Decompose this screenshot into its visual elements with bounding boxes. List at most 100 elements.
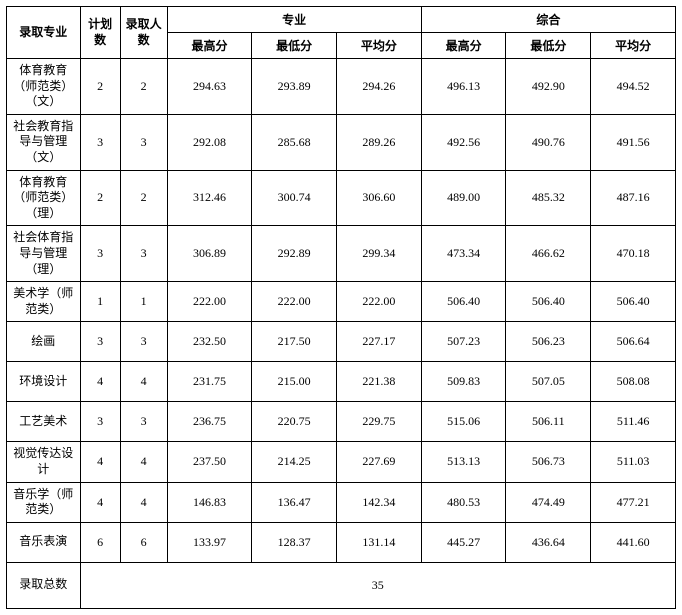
cell-c_low: 506.73 [506, 442, 591, 482]
footer-label: 录取总数 [7, 562, 81, 608]
table-row: 音乐表演66133.97128.37131.14445.27436.64441.… [7, 522, 676, 562]
header-professional: 专业 [167, 7, 421, 33]
table-head: 录取专业 计划数 录取人数 专业 综合 最高分 最低分 平均分 最高分 最低分 … [7, 7, 676, 59]
table-row: 美术学（师范类）11222.00222.00222.00506.40506.40… [7, 282, 676, 322]
cell-p_avg: 142.34 [337, 482, 422, 522]
table-row: 体育教育（师范类）（文）22294.63293.89294.26496.1349… [7, 59, 676, 115]
cell-p_avg: 229.75 [337, 402, 422, 442]
cell-c_low: 474.49 [506, 482, 591, 522]
cell-plan: 1 [80, 282, 120, 322]
cell-p_low: 214.25 [252, 442, 337, 482]
table-row: 视觉传达设计44237.50214.25227.69513.13506.7351… [7, 442, 676, 482]
cell-c_low: 506.23 [506, 322, 591, 362]
cell-p_high: 146.83 [167, 482, 252, 522]
table-row: 环境设计44231.75215.00221.38509.83507.05508.… [7, 362, 676, 402]
cell-plan: 4 [80, 442, 120, 482]
cell-p_low: 136.47 [252, 482, 337, 522]
cell-p_low: 128.37 [252, 522, 337, 562]
cell-c_avg: 506.40 [591, 282, 676, 322]
cell-major: 音乐表演 [7, 522, 81, 562]
table-row: 绘画33232.50217.50227.17507.23506.23506.64 [7, 322, 676, 362]
cell-p_avg: 306.60 [337, 170, 422, 226]
cell-admit: 6 [120, 522, 167, 562]
cell-plan: 4 [80, 482, 120, 522]
cell-plan: 3 [80, 226, 120, 282]
header-major: 录取专业 [7, 7, 81, 59]
cell-admit: 2 [120, 59, 167, 115]
header-c-low: 最低分 [506, 33, 591, 59]
cell-c_low: 507.05 [506, 362, 591, 402]
cell-plan: 3 [80, 402, 120, 442]
cell-admit: 3 [120, 226, 167, 282]
cell-c_high: 509.83 [421, 362, 506, 402]
cell-p_high: 237.50 [167, 442, 252, 482]
cell-p_high: 236.75 [167, 402, 252, 442]
cell-c_high: 506.40 [421, 282, 506, 322]
cell-c_low: 436.64 [506, 522, 591, 562]
cell-c_avg: 511.46 [591, 402, 676, 442]
cell-plan: 4 [80, 362, 120, 402]
cell-p_low: 220.75 [252, 402, 337, 442]
cell-p_avg: 299.34 [337, 226, 422, 282]
cell-c_avg: 487.16 [591, 170, 676, 226]
cell-p_high: 312.46 [167, 170, 252, 226]
header-plan: 计划数 [80, 7, 120, 59]
cell-c_low: 490.76 [506, 114, 591, 170]
cell-c_low: 485.32 [506, 170, 591, 226]
cell-p_avg: 131.14 [337, 522, 422, 562]
table-row: 音乐学（师范类）44146.83136.47142.34480.53474.49… [7, 482, 676, 522]
cell-c_high: 513.13 [421, 442, 506, 482]
cell-c_low: 466.62 [506, 226, 591, 282]
table-foot: 录取总数 35 [7, 562, 676, 608]
cell-c_avg: 511.03 [591, 442, 676, 482]
cell-p_high: 133.97 [167, 522, 252, 562]
cell-plan: 2 [80, 170, 120, 226]
cell-p_low: 300.74 [252, 170, 337, 226]
cell-p_avg: 222.00 [337, 282, 422, 322]
table-row: 社会体育指导与管理（理）33306.89292.89299.34473.3446… [7, 226, 676, 282]
cell-major: 体育教育（师范类）（理） [7, 170, 81, 226]
cell-plan: 6 [80, 522, 120, 562]
cell-c_high: 496.13 [421, 59, 506, 115]
cell-c_low: 492.90 [506, 59, 591, 115]
cell-admit: 4 [120, 482, 167, 522]
header-p-avg: 平均分 [337, 33, 422, 59]
cell-c_high: 473.34 [421, 226, 506, 282]
admission-table: 录取专业 计划数 录取人数 专业 综合 最高分 最低分 平均分 最高分 最低分 … [6, 6, 676, 609]
cell-c_avg: 494.52 [591, 59, 676, 115]
cell-p_low: 292.89 [252, 226, 337, 282]
cell-c_high: 507.23 [421, 322, 506, 362]
cell-p_low: 293.89 [252, 59, 337, 115]
cell-c_avg: 477.21 [591, 482, 676, 522]
header-p-high: 最高分 [167, 33, 252, 59]
footer-value: 35 [80, 562, 675, 608]
cell-p_avg: 289.26 [337, 114, 422, 170]
cell-p_low: 215.00 [252, 362, 337, 402]
cell-major: 视觉传达设计 [7, 442, 81, 482]
cell-major: 音乐学（师范类） [7, 482, 81, 522]
cell-p_avg: 227.17 [337, 322, 422, 362]
cell-major: 环境设计 [7, 362, 81, 402]
cell-major: 美术学（师范类） [7, 282, 81, 322]
cell-c_low: 506.40 [506, 282, 591, 322]
cell-major: 绘画 [7, 322, 81, 362]
cell-p_high: 231.75 [167, 362, 252, 402]
cell-p_low: 217.50 [252, 322, 337, 362]
table-row: 社会教育指导与管理（文）33292.08285.68289.26492.5649… [7, 114, 676, 170]
cell-admit: 4 [120, 442, 167, 482]
cell-plan: 3 [80, 114, 120, 170]
cell-major: 体育教育（师范类）（文） [7, 59, 81, 115]
cell-admit: 4 [120, 362, 167, 402]
cell-c_low: 506.11 [506, 402, 591, 442]
cell-c_high: 480.53 [421, 482, 506, 522]
header-comprehensive: 综合 [421, 7, 675, 33]
cell-p_high: 306.89 [167, 226, 252, 282]
cell-p_low: 222.00 [252, 282, 337, 322]
table-body: 体育教育（师范类）（文）22294.63293.89294.26496.1349… [7, 59, 676, 563]
header-c-high: 最高分 [421, 33, 506, 59]
cell-admit: 3 [120, 114, 167, 170]
cell-admit: 3 [120, 402, 167, 442]
cell-p_high: 292.08 [167, 114, 252, 170]
cell-p_high: 232.50 [167, 322, 252, 362]
header-c-avg: 平均分 [591, 33, 676, 59]
